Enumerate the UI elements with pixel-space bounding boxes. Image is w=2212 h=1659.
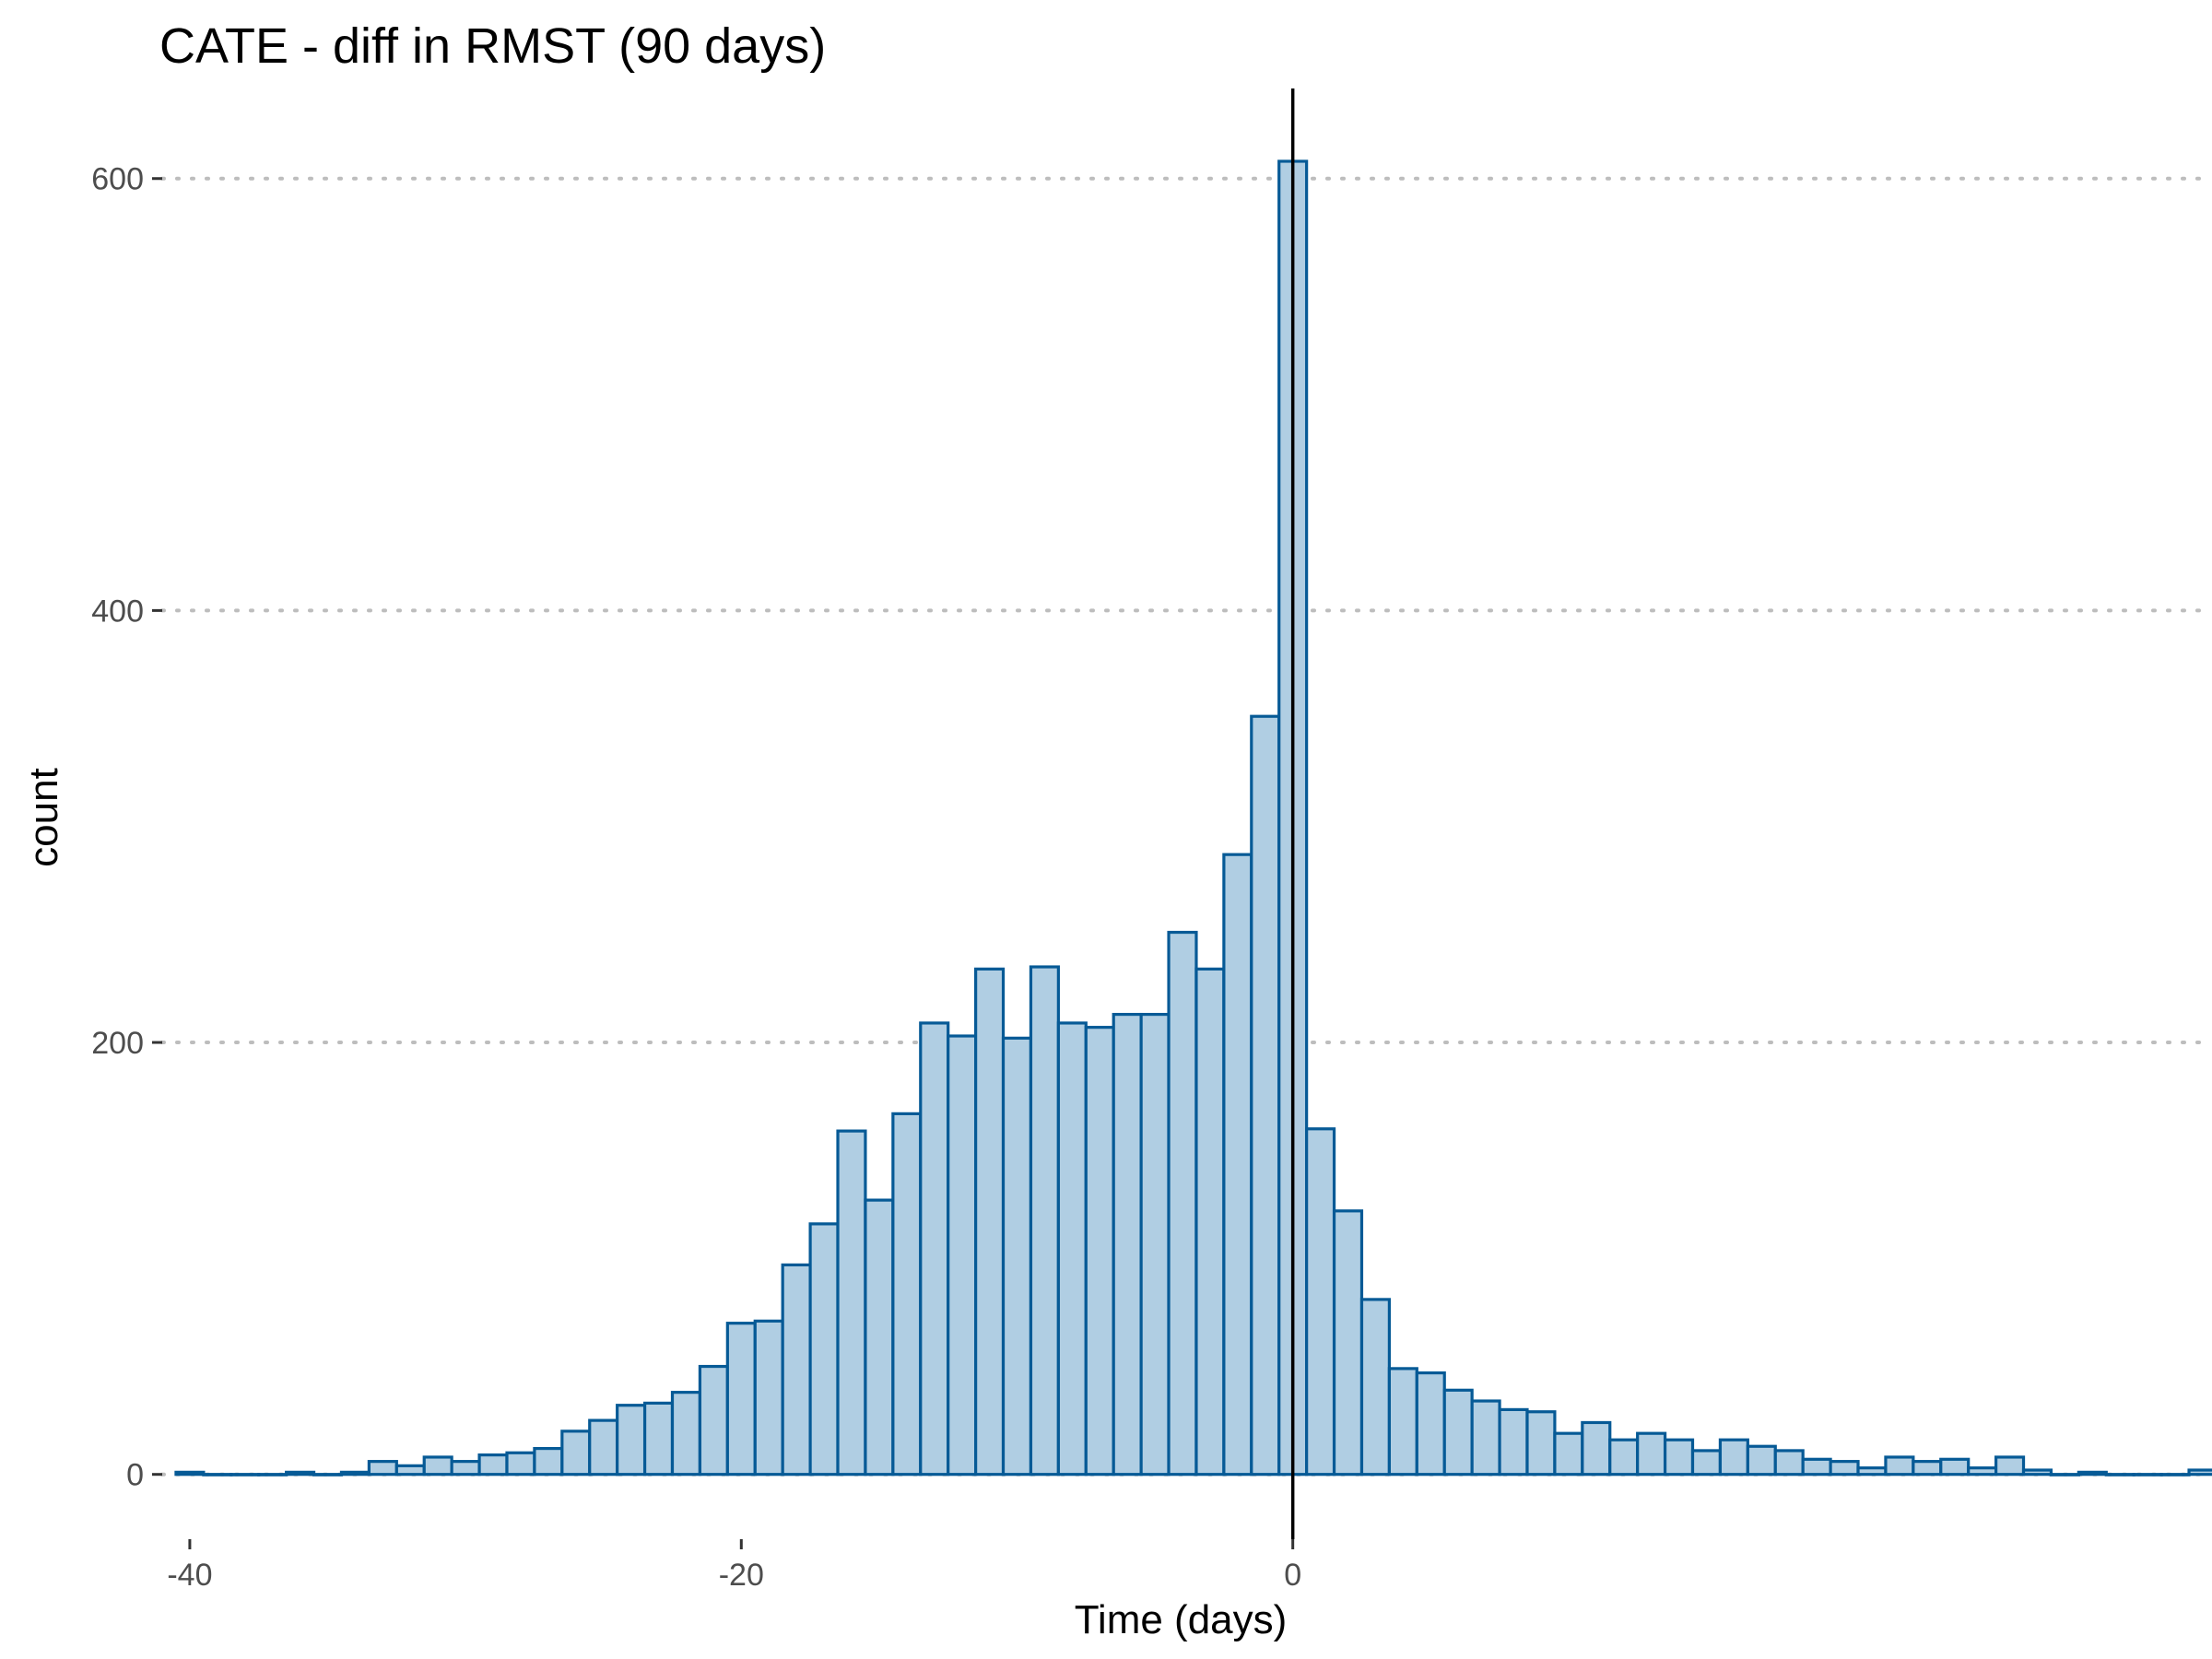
histogram-bar [891,1112,923,1477]
histogram-bar [725,1322,757,1477]
histogram-bar [808,1222,840,1477]
histogram-bar [312,1473,344,1477]
histogram-bar [2049,1473,2080,1477]
histogram-bar [2132,1473,2163,1477]
histogram-bar [560,1430,592,1477]
histogram-bar [1663,1438,1695,1477]
histogram-bars [174,159,2212,1477]
histogram-bar [1856,1466,1888,1477]
x-axis-title: Time (days) [1075,1597,1288,1642]
histogram-bar [1746,1444,1777,1477]
histogram-bar [1718,1438,1749,1477]
histogram-bar [394,1464,426,1477]
histogram-bar [367,1460,398,1477]
histogram-bar [1525,1410,1557,1477]
x-tick-label--20: -20 [719,1558,764,1593]
chart-title: CATE - diff in RMST (90 days) [159,18,826,74]
histogram-bar [864,1198,895,1477]
histogram-bar [450,1460,481,1477]
y-axis-title: count [21,768,66,867]
histogram-bar [947,1034,978,1477]
histogram-bar [339,1470,371,1477]
y-tick-label-200: 200 [91,1026,144,1061]
y-tick-label-0: 0 [126,1458,144,1493]
histogram-bar [1359,1298,1391,1477]
histogram-bar [1442,1388,1474,1477]
y-axis: 0 200 400 600 [91,162,162,1493]
histogram-bar [1056,1021,1088,1477]
histogram-bar [1690,1449,1723,1477]
histogram-bar [836,1129,867,1477]
histogram-bar [477,1453,509,1477]
histogram-bar [616,1404,647,1477]
histogram-bar [505,1451,536,1477]
histogram-bar [1581,1420,1612,1477]
histogram-bar [642,1401,675,1477]
histogram-bar [1884,1455,1915,1477]
histogram-bar [1194,967,1226,1477]
histogram-bar [257,1473,288,1477]
histogram-bar [781,1263,812,1477]
histogram-bar [1415,1371,1446,1477]
histogram-bar [974,967,1006,1477]
histogram-bar [1608,1438,1640,1477]
histogram-bar [174,1470,206,1477]
histogram-bar [533,1446,564,1477]
histogram-bar [1470,1399,1501,1477]
histogram-bar [229,1473,261,1477]
histogram-bar [1387,1367,1418,1477]
histogram-bar [1801,1457,1832,1477]
y-tick-label-400: 400 [91,594,144,629]
histogram-bar [698,1364,729,1477]
histogram-bar [1112,1012,1143,1477]
histogram-bar [2021,1468,2053,1477]
histogram-bar [1912,1460,1943,1477]
histogram-bar [2077,1470,2108,1477]
histogram-bar [1167,930,1198,1477]
histogram-bar [2104,1473,2136,1477]
histogram-bar [1773,1449,1805,1477]
histogram-bar [1498,1407,1529,1477]
histogram-bar [1222,853,1253,1477]
x-tick-label--40: -40 [167,1558,212,1593]
histogram-bar [2187,1468,2212,1477]
histogram-bar [670,1391,702,1477]
histogram-bar [1994,1455,2026,1477]
histogram-bar [285,1470,316,1477]
x-axis: -40 -20 0 [167,1539,1301,1593]
histogram-bar [1139,1012,1171,1477]
histogram-bar [2159,1473,2191,1477]
histogram-bar [1829,1460,1860,1477]
histogram-bar [753,1319,784,1477]
histogram-bar [1305,1127,1336,1477]
histogram-bar [1250,714,1281,1477]
histogram-bar [1636,1431,1667,1477]
histogram-bar [1332,1209,1364,1477]
y-tick-label-600: 600 [91,162,144,197]
histogram-bar [1967,1466,1998,1477]
histogram-bar [422,1455,453,1477]
histogram-bar [1553,1431,1584,1477]
histogram-bar [1001,1036,1033,1477]
histogram-bar [1939,1457,1971,1477]
x-tick-label-0: 0 [1284,1558,1301,1593]
histogram-bar [588,1418,619,1477]
histogram-bar [202,1473,233,1477]
histogram-bar [919,1021,950,1477]
histogram-bar [1029,965,1060,1477]
histogram-bar [1084,1026,1115,1477]
